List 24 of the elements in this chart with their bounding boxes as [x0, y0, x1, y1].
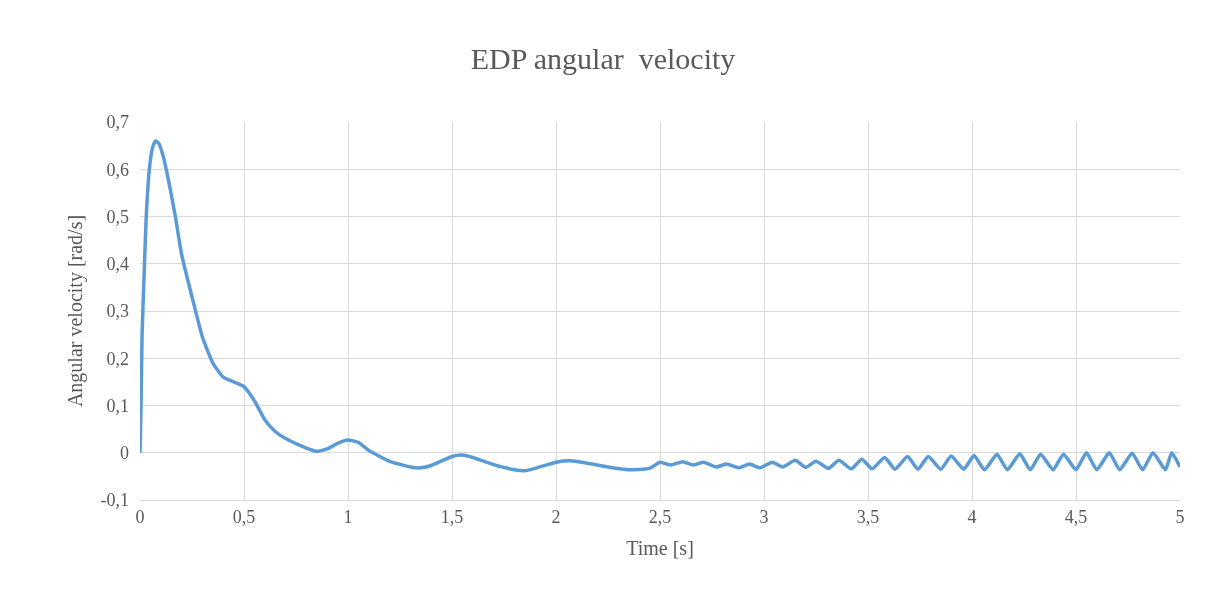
x-axis-title: Time [s]	[626, 537, 694, 560]
y-tick-label: 0,4	[106, 254, 129, 275]
x-tick-label: 2,5	[648, 506, 672, 527]
x-tick-label: 0,5	[232, 506, 256, 527]
x-tick-label: 2	[551, 506, 561, 527]
x-tick-label: 3	[759, 506, 769, 527]
y-tick-label: 0,6	[106, 159, 129, 180]
x-tick-label: 1,5	[440, 506, 464, 527]
x-tick-label: 4	[967, 506, 977, 527]
y-tick-label: -0,1	[100, 490, 129, 511]
y-tick-label: 0,5	[106, 206, 129, 227]
x-tick-label: 3,5	[856, 506, 880, 527]
line-series	[140, 139, 1180, 473]
x-tick-label: 0	[135, 506, 145, 527]
chart-title: EDP angular velocity	[470, 41, 736, 75]
y-axis-title: Angular velocity [rad/s]	[64, 214, 87, 408]
x-tick-label: 4,5	[1064, 506, 1088, 527]
y-tick-label: 0,3	[106, 301, 129, 322]
y-tick-label: 0,2	[106, 348, 129, 369]
x-tick-label: 1	[343, 506, 353, 527]
y-tick-label: 0,1	[106, 395, 129, 416]
y-tick-label: 0,7	[106, 112, 129, 133]
y-tick-label: 0	[120, 443, 129, 464]
x-tick-label: 5	[1175, 506, 1185, 527]
